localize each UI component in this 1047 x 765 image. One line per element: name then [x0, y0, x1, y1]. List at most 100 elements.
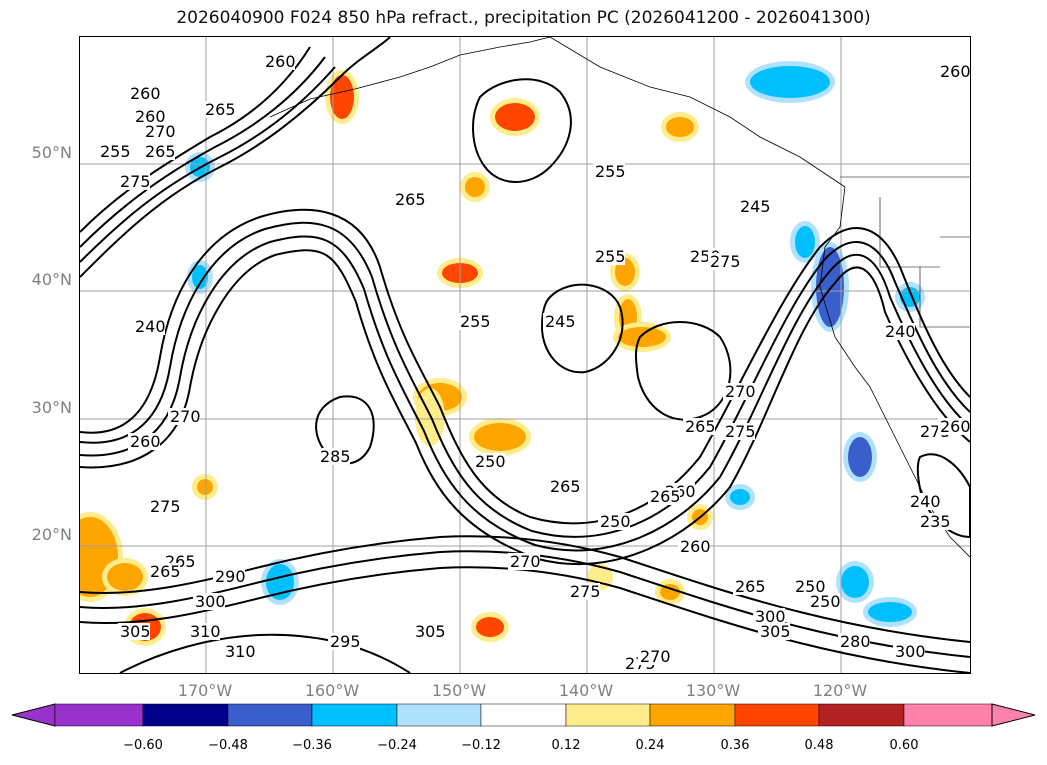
contour-label-bg: [723, 423, 755, 440]
colorbar-segment: [649, 703, 736, 727]
contour-label: 245: [740, 197, 771, 216]
contour-line: [80, 235, 970, 552]
contour-label-bg: [753, 608, 785, 625]
precip-blob: [192, 265, 208, 289]
contour-label-bg: [548, 478, 580, 495]
contour-label-bg: [128, 433, 160, 450]
contour-label-bg: [143, 143, 175, 160]
contour-label-bg: [473, 453, 505, 470]
contour-label-bg: [98, 143, 130, 160]
contour-label: 260: [940, 62, 970, 81]
contour-label: 300: [195, 592, 226, 611]
colorbar-extend-max: [991, 703, 1036, 727]
contour-label-bg: [683, 418, 715, 435]
precip-blob: [868, 602, 912, 622]
contour-label: 310: [225, 642, 256, 661]
contour-label: 255: [100, 142, 131, 161]
lon-label: 120°W: [812, 681, 868, 700]
contour-label: 265: [685, 417, 716, 436]
contour-label-bg: [263, 53, 295, 70]
contour-label-bg: [508, 553, 540, 570]
contour-line: [80, 221, 970, 538]
colorbar-segment: [903, 703, 993, 727]
contour-line: [119, 633, 411, 673]
contour-label-bg: [808, 593, 840, 610]
contour-label-bg: [908, 493, 940, 510]
precip-blob: [495, 103, 535, 131]
contour-label-bg: [128, 85, 160, 102]
colorbar-segment: [734, 703, 820, 727]
contour-label-bg: [143, 123, 175, 140]
lon-label: 140°W: [558, 681, 614, 700]
contour-label-bg: [168, 408, 200, 425]
contour-label-bg: [733, 578, 765, 595]
contour-label: 300: [755, 607, 786, 626]
contour-line: [80, 208, 970, 525]
contour-label-bg: [328, 633, 360, 650]
contour-label: 275: [710, 252, 741, 271]
contour-label: 260: [130, 432, 161, 451]
precip-blob: [474, 423, 526, 451]
contour-label-bg: [793, 578, 825, 595]
contour-label-bg: [883, 323, 915, 340]
precip-blob: [465, 177, 485, 197]
contour-line: [634, 321, 732, 421]
contour-label: 255: [460, 312, 491, 331]
contour-label-bg: [118, 173, 150, 190]
contour-label-bg: [918, 513, 950, 530]
contour-label-bg: [708, 253, 740, 270]
contour-label: 305: [760, 622, 791, 641]
colorbar-tick-label: −0.12: [461, 738, 501, 753]
contour-label: 305: [120, 622, 151, 641]
colorbar-segment: [818, 703, 905, 727]
contour-label-bg: [188, 623, 220, 640]
contour-label-bg: [148, 563, 180, 580]
colorbar-segment: [227, 703, 313, 727]
lat-label: 50°N: [31, 143, 72, 162]
contour-label: 240: [135, 317, 166, 336]
colorbar-segment: [565, 703, 651, 727]
contour-label-bg: [593, 163, 625, 180]
precip-blob: [660, 584, 680, 600]
contour-line: [540, 283, 624, 374]
contour-label-bg: [938, 63, 970, 80]
colorbar-tick-label: −0.36: [292, 738, 332, 753]
coastline-gulf-alaska: [549, 37, 846, 188]
contour-label-bg: [223, 643, 255, 660]
coastlines: [269, 37, 970, 558]
contour-line: [80, 46, 311, 233]
colorbar-tick-label: 0.24: [635, 738, 665, 753]
colorbar-segment: [54, 703, 144, 727]
contour-label: 310: [190, 622, 221, 641]
contour-label: 295: [330, 632, 361, 651]
colorbar-segment: [480, 703, 567, 727]
contour-label: 250: [475, 452, 506, 471]
contour-line: [472, 78, 572, 183]
lon-label: 170°W: [177, 681, 233, 700]
colorbar-tick-label: 0.48: [804, 738, 834, 753]
contour-label: 250: [600, 512, 631, 531]
contour-label-bg: [838, 633, 870, 650]
contour-label-bg: [593, 248, 625, 265]
chart-title: 2026040900 F024 850 hPa refract., precip…: [176, 8, 871, 28]
contour-label: 275: [120, 172, 151, 191]
contour-label: 260: [265, 52, 296, 71]
lat-label: 20°N: [31, 525, 72, 544]
contour-label-bg: [543, 313, 575, 330]
lon-label: 130°W: [685, 681, 741, 700]
lon-label: 150°W: [431, 681, 487, 700]
contour-label: 240: [910, 492, 941, 511]
contour-label: 270: [510, 552, 541, 571]
lat-label: 30°N: [31, 398, 72, 417]
contour-label-bg: [758, 623, 790, 640]
contour-label-bg: [598, 513, 630, 530]
contour-label-bg: [568, 583, 600, 600]
contour-label: 290: [215, 567, 246, 586]
contour-label-bg: [723, 383, 755, 400]
colorbar-segment: [396, 703, 482, 727]
contour-label: 270: [725, 382, 756, 401]
contour-label-bg: [203, 101, 235, 118]
contour-label: 275: [570, 582, 601, 601]
